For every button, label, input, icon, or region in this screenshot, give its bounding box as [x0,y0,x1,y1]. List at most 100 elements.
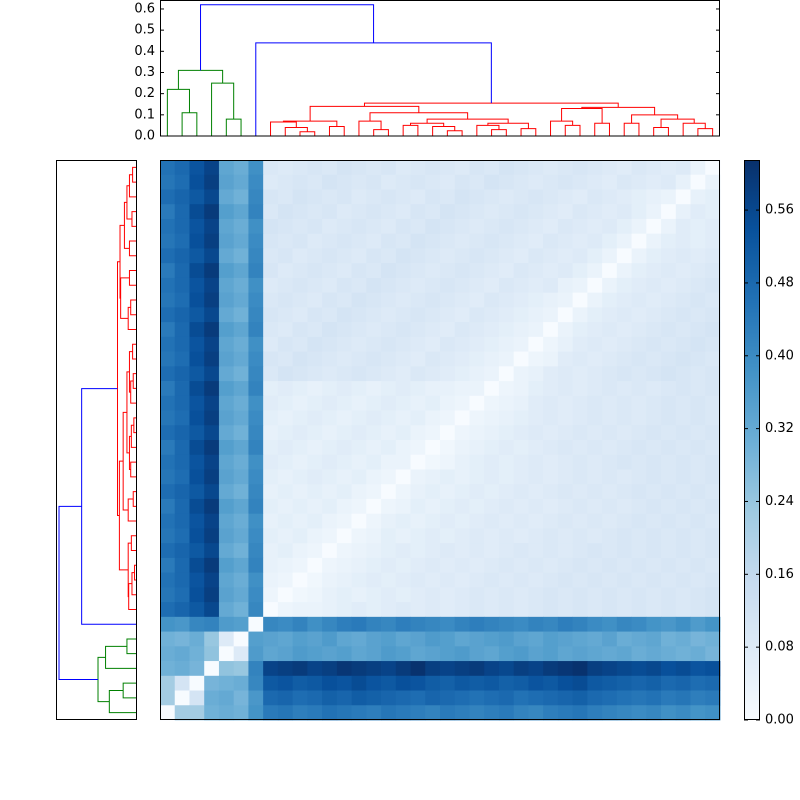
heatmap-cell [528,189,544,205]
heatmap-cell [661,528,677,544]
heatmap-cell [661,263,677,279]
heatmap-cell [498,675,515,691]
heatmap-cell [277,616,294,632]
heatmap-cell [602,572,618,588]
heatmap-cell [690,690,706,706]
heatmap-cell [366,616,382,632]
heatmap-cell [498,307,515,323]
heatmap-cell [381,160,397,176]
heatmap-cell [425,528,441,544]
heatmap-cell [277,602,294,618]
heatmap-cell [469,661,485,677]
heatmap-cell [675,469,691,485]
heatmap-cell [454,602,470,618]
heatmap-cell [484,322,500,338]
heatmap-cell [218,440,235,456]
heatmap-cell [484,440,500,456]
heatmap-cell [351,263,367,279]
heatmap-cell [513,322,529,338]
heatmap-cell [513,528,529,544]
heatmap-cell [425,469,441,485]
heatmap-cell [204,675,220,691]
heatmap-cell [425,616,441,632]
heatmap-cell [381,513,397,529]
heatmap-cell [498,425,515,441]
heatmap-cell [218,484,235,500]
heatmap-cell [675,646,691,662]
heatmap-cell [174,513,190,529]
heatmap-cell [705,366,721,382]
heatmap-cell [557,410,574,426]
heatmap-cell [469,366,485,382]
heatmap-cell [248,218,264,235]
heatmap-cell [381,646,397,662]
heatmap-cell [646,307,662,323]
heatmap-cell [646,469,662,485]
heatmap-cell [381,204,397,220]
heatmap-cell [440,395,456,411]
heatmap-cell [454,218,470,235]
heatmap-cell [322,425,338,441]
dendrogram-link [166,88,190,136]
heatmap-cell [616,292,632,308]
heatmap-cell [366,277,382,294]
heatmap-cell [410,528,426,544]
heatmap-cell [204,557,220,574]
heatmap-cell [690,425,706,441]
heatmap-cell [322,705,338,721]
heatmap-cell [646,277,662,294]
dendrogram-link [426,118,509,124]
heatmap-cell [543,631,559,647]
heatmap-cell [690,631,706,647]
heatmap-cell [557,528,574,544]
heatmap-cell [160,690,176,706]
heatmap-cell [661,425,677,441]
heatmap-cell [233,661,249,677]
heatmap-cell [410,498,426,515]
heatmap-cell [705,513,721,529]
heatmap-cell [233,336,249,352]
heatmap-cell [336,263,352,279]
heatmap-cell [248,661,264,677]
heatmap-cell [218,189,235,205]
dendrogram-link [653,127,669,136]
heatmap-cell [351,425,367,441]
heatmap-cell [351,557,367,574]
heatmap-cell [675,277,691,294]
heatmap-cell [675,322,691,338]
heatmap-cell [440,528,456,544]
heatmap-cell [160,204,176,220]
heatmap-cell [513,513,529,529]
heatmap-cell [366,160,382,176]
heatmap-cell [602,292,618,308]
heatmap-cell [646,425,662,441]
dendrogram-link [127,542,132,598]
heatmap-cell [395,410,411,426]
heatmap-cell [425,454,441,470]
heatmap-cell [513,602,529,618]
heatmap-cell [292,513,308,529]
heatmap-cell [543,602,559,618]
heatmap-cell [174,646,190,662]
heatmap-cell [248,351,264,367]
heatmap-cell [484,587,500,603]
dendrogram-link [130,380,137,404]
heatmap-cell [263,277,279,294]
heatmap-cell [174,307,190,323]
dendrogram-link [581,106,656,115]
heatmap-cell [366,218,382,235]
heatmap-cell [174,690,190,706]
heatmap-cell [602,705,618,721]
heatmap-cell [602,440,618,456]
heatmap-cell [469,425,485,441]
heatmap-cell [410,336,426,352]
heatmap-cell [675,661,691,677]
heatmap-cell [277,484,294,500]
heatmap-cell [204,528,220,544]
heatmap-cell [204,616,220,632]
heatmap-cell [587,381,603,397]
heatmap-cell [204,307,220,323]
colorbar-tick-label: 0.32 [765,421,794,436]
heatmap-cell [616,410,632,426]
